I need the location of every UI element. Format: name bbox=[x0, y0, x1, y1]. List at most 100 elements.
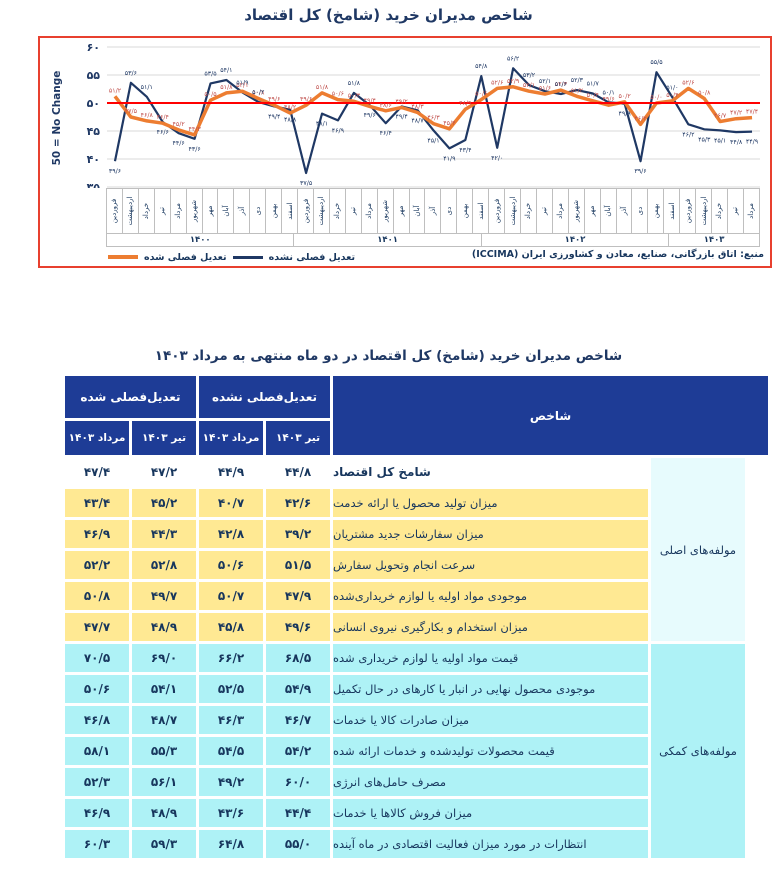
month-cell: بهمن bbox=[647, 188, 665, 234]
value-cell: ۵۲/۳ bbox=[65, 768, 129, 796]
data-label-adjusted: ۴۸/۹ bbox=[459, 100, 472, 107]
chart-legend: تعدیل فصلی شده تعدیل فصلی نشده bbox=[108, 249, 355, 265]
value-cell: ۳۹/۲ bbox=[266, 520, 330, 548]
value-cell: ۴۳/۴ bbox=[65, 489, 129, 517]
data-label-adjusted: ۵۰/۶ bbox=[332, 91, 344, 98]
year-axis: ۱۴۰۰ ۱۴۰۱ ۱۴۰۲ ۱۴۰۳ bbox=[106, 234, 760, 247]
data-label-adjusted: ۴۸/۳ bbox=[411, 104, 424, 111]
data-label-unadjusted: ۵۲/۳ bbox=[571, 77, 584, 84]
month-cell: آبان bbox=[217, 188, 235, 234]
data-label-unadjusted: ۴۲/۰ bbox=[491, 155, 503, 162]
indicator-label: موجودی مواد اولیه یا لوازم خریداری‌شده bbox=[333, 582, 648, 610]
series-line-adjusted bbox=[113, 85, 753, 137]
value-cell: ۶۰/۰ bbox=[266, 768, 330, 796]
header-unadjusted-group: تعدیل‌فصلی نشده bbox=[199, 376, 330, 418]
data-label-adjusted: ۵۰/۴ bbox=[666, 92, 678, 99]
data-label-unadjusted: ۵۲/۱ bbox=[539, 78, 551, 85]
legend-label: تعدیل فصلی نشده bbox=[268, 251, 356, 263]
month-cell: بهمن bbox=[456, 188, 474, 234]
value-cell: ۵۱/۵ bbox=[266, 551, 330, 579]
data-label-unadjusted: ۴۵/۱ bbox=[427, 137, 439, 144]
value-cell: ۵۲/۵ bbox=[199, 675, 263, 703]
month-cell: اسفند bbox=[281, 188, 299, 234]
month-cell: مهر bbox=[201, 188, 219, 234]
data-label-adjusted: ۵۱/۲ bbox=[571, 87, 584, 94]
data-label-unadjusted: ۵۰/۲ bbox=[252, 89, 265, 96]
data-label-unadjusted: ۳۷/۵ bbox=[300, 180, 313, 187]
data-label-unadjusted: ۴۵/۱ bbox=[714, 137, 726, 144]
month-cell: فروردین bbox=[488, 188, 506, 234]
data-label-adjusted: ۴۶/۴ bbox=[157, 114, 169, 121]
month-cell: فروردین bbox=[106, 188, 123, 234]
row-group-aux: مولفه‌های کمکی bbox=[651, 644, 745, 858]
data-label-unadjusted: ۴۶/۲ bbox=[682, 131, 695, 138]
data-label-adjusted: ۵۲/۶ bbox=[491, 79, 503, 86]
data-label-adjusted: ۵۲/۱ bbox=[236, 82, 248, 89]
y-tick-label: ۵۵ bbox=[87, 69, 101, 82]
data-label-unadjusted: ۴۳/۶ bbox=[188, 146, 200, 153]
data-label-unadjusted: ۵۶/۲ bbox=[507, 55, 520, 62]
value-cell: ۷۰/۵ bbox=[65, 644, 129, 672]
data-label-unadjusted: ۳۹/۶ bbox=[109, 168, 121, 175]
data-label-adjusted: ۵۰/۳ bbox=[348, 92, 361, 99]
series-line-unadjusted bbox=[113, 67, 753, 175]
value-cell: ۴۰/۷ bbox=[199, 489, 263, 517]
data-label-unadjusted: ۴۹/۶ bbox=[364, 112, 376, 119]
value-cell: ۵۲/۸ bbox=[132, 551, 196, 579]
year-cell: ۱۴۰۳ bbox=[668, 234, 760, 247]
indicator-label: میزان صادرات کالا یا خدمات bbox=[333, 706, 648, 734]
data-label-unadjusted: ۴۹/۴ bbox=[396, 113, 408, 120]
month-cell: خرداد bbox=[328, 188, 346, 234]
month-cell: دی bbox=[249, 188, 267, 234]
value-cell: ۴۸/۷ bbox=[132, 706, 196, 734]
value-cell: ۴۶/۹ bbox=[65, 520, 129, 548]
data-label-adjusted: ۴۶/۸ bbox=[141, 112, 154, 119]
value-cell: ۵۰/۸ bbox=[65, 582, 129, 610]
indicator-label: سرعت انجام وتحویل سفارش bbox=[333, 551, 648, 579]
month-cell: اردیبهشت bbox=[121, 188, 139, 234]
data-label-adjusted: ۵۰/۸ bbox=[698, 90, 711, 97]
month-cell: مهر bbox=[583, 188, 601, 234]
value-cell: ۵۵/۳ bbox=[132, 737, 196, 765]
data-label-adjusted: ۴۷/۴ bbox=[746, 109, 758, 116]
data-label-unadjusted: ۴۵/۳ bbox=[698, 136, 711, 143]
value-cell: ۶۸/۵ bbox=[266, 644, 330, 672]
source-note: منبع: اتاق بازرگانی، صنایع، معادن و کشاو… bbox=[471, 249, 764, 260]
data-label-unadjusted: ۴۶/۹ bbox=[332, 127, 345, 134]
data-label-unadjusted: ۵۱/۸ bbox=[348, 80, 361, 87]
month-cell: شهریور bbox=[567, 188, 585, 234]
value-cell: ۴۵/۲ bbox=[132, 489, 196, 517]
data-label-adjusted: ۴۶/۷ bbox=[714, 112, 727, 119]
data-label-unadjusted: ۵۱/۱ bbox=[141, 84, 153, 91]
data-label-adjusted: ۴۶/۳ bbox=[427, 115, 440, 122]
header-month-3: تیر ۱۴۰۳ bbox=[266, 421, 330, 455]
data-label-unadjusted: ۵۱/۶ bbox=[555, 81, 567, 88]
value-cell: ۵۵/۰ bbox=[266, 830, 330, 858]
value-cell: ۶۶/۲ bbox=[199, 644, 263, 672]
data-label-unadjusted: ۴۴/۹ bbox=[746, 139, 759, 146]
value-cell: ۴۷/۷ bbox=[65, 613, 129, 641]
value-cell: ۶۴/۸ bbox=[199, 830, 263, 858]
data-label-unadjusted: ۴۴/۶ bbox=[173, 140, 185, 147]
month-cell: مرداد bbox=[360, 188, 378, 234]
value-cell: ۴۹/۲ bbox=[199, 768, 263, 796]
month-cell: اردیبهشت bbox=[695, 188, 713, 234]
indicator-label: میزان سفارشات جدید مشتریان bbox=[333, 520, 648, 548]
month-cell: آبان bbox=[599, 188, 617, 234]
month-cell: اسفند bbox=[663, 188, 681, 234]
data-label-unadjusted: ۵۱/۰ bbox=[666, 84, 678, 91]
header-month-0: مرداد ۱۴۰۳ bbox=[65, 421, 129, 455]
row-group-main: مولفه‌های اصلی bbox=[651, 458, 745, 641]
indicator-label: میزان تولید محصول یا ارائه خدمت bbox=[333, 489, 648, 517]
legend-swatch-adjusted bbox=[108, 255, 138, 259]
month-axis: فروردین اردیبهشت خرداد تیر مرداد شهریور مهر آبا… bbox=[106, 188, 760, 234]
month-cell: اسفند bbox=[472, 188, 490, 234]
value-cell: ۴۶/۸ bbox=[65, 706, 129, 734]
month-cell: آذر bbox=[615, 188, 633, 234]
data-label-adjusted: ۴۶/۲ bbox=[634, 115, 647, 122]
value-cell: ۵۸/۱ bbox=[65, 737, 129, 765]
year-cell: ۱۴۰۲ bbox=[480, 234, 670, 247]
value-cell: ۴۴/۸ bbox=[266, 458, 330, 486]
data-label-unadjusted: ۴۶/۶ bbox=[157, 129, 169, 136]
month-cell: فروردین bbox=[297, 188, 314, 234]
